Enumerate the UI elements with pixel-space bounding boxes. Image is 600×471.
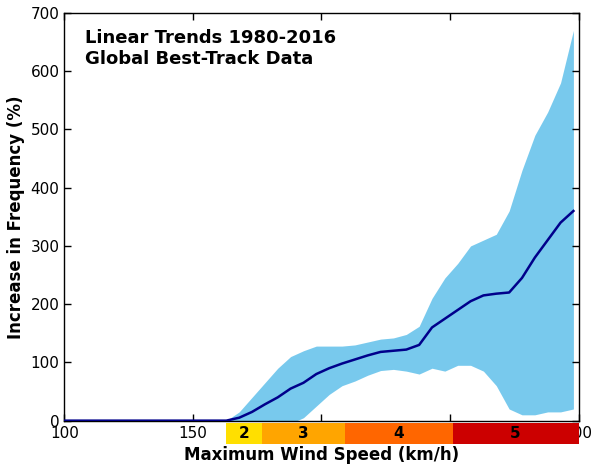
Bar [344,423,452,444]
Bar [226,423,262,444]
X-axis label: Maximum Wind Speed (km/h): Maximum Wind Speed (km/h) [184,446,459,464]
Bar [452,423,578,444]
Text: Linear Trends 1980-2016
Global Best-Track Data: Linear Trends 1980-2016 Global Best-Trac… [85,29,336,68]
Text: 5: 5 [510,426,521,441]
Text: 4: 4 [393,426,404,441]
Y-axis label: Increase in Frequency (%): Increase in Frequency (%) [7,95,25,339]
Bar [262,423,344,444]
Text: 3: 3 [298,426,309,441]
Text: 2: 2 [239,426,250,441]
